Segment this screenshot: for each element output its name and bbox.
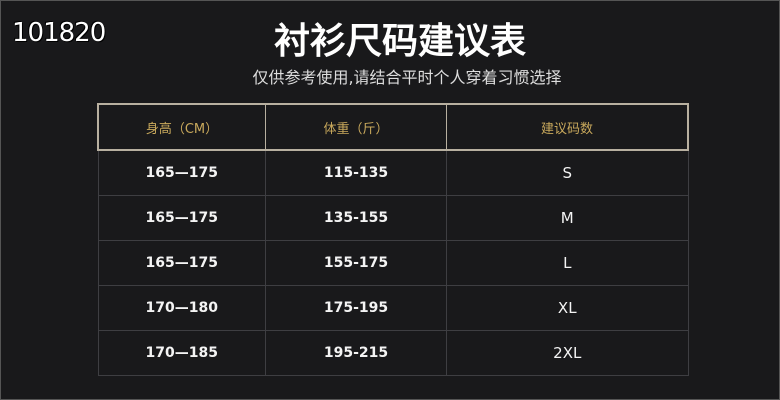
table-row: 170—185 195-215 2XL bbox=[97, 330, 689, 376]
header-height: 身高（CM） bbox=[97, 103, 266, 151]
weight-cell: 135-155 bbox=[265, 195, 447, 241]
table-header-row: 身高（CM） 体重（斤） 建议码数 bbox=[97, 103, 689, 151]
weight-cell: 115-135 bbox=[265, 149, 447, 196]
weight-cell: 155-175 bbox=[265, 240, 447, 286]
size-cell: S bbox=[446, 149, 689, 196]
height-cell: 165—175 bbox=[97, 240, 266, 286]
header-weight: 体重（斤） bbox=[265, 103, 447, 151]
size-cell: M bbox=[446, 195, 689, 241]
size-cell: 2XL bbox=[446, 330, 689, 376]
table-row: 165—175 135-155 M bbox=[97, 195, 689, 241]
height-cell: 165—175 bbox=[97, 195, 266, 241]
table-row: 165—175 155-175 L bbox=[97, 240, 689, 286]
overlay-number: 101820 bbox=[12, 18, 106, 48]
weight-cell: 175-195 bbox=[265, 285, 447, 331]
page-title: 衬衫尺码建议表 bbox=[273, 21, 526, 62]
size-chart-table: 身高（CM） 体重（斤） 建议码数 165—175 115-135 S 165—175… bbox=[97, 103, 689, 376]
height-cell: 170—180 bbox=[97, 285, 266, 331]
table-row: 165—175 115-135 S bbox=[97, 149, 689, 196]
height-cell: 170—185 bbox=[97, 330, 266, 376]
weight-cell: 195-215 bbox=[265, 330, 447, 376]
header-size: 建议码数 bbox=[446, 103, 689, 151]
page-subtitle: 仅供参考使用,请结合平时个人穿着习惯选择 bbox=[252, 68, 562, 87]
size-cell: XL bbox=[446, 285, 689, 331]
height-cell: 165—175 bbox=[97, 149, 266, 196]
size-cell: L bbox=[446, 240, 689, 286]
table-row: 170—180 175-195 XL bbox=[97, 285, 689, 331]
